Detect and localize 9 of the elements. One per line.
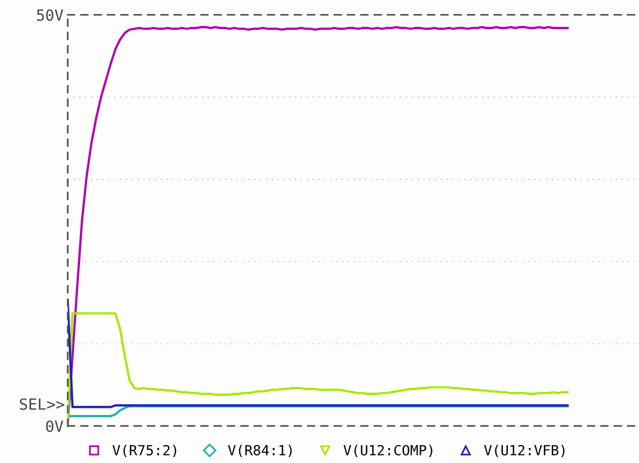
line-series: [68, 312, 569, 426]
legend-label: V(U12:COMP): [344, 444, 432, 458]
legend-label: V(U12:VFB): [484, 444, 565, 458]
y-tick-label: 0V: [46, 420, 64, 432]
line-series: [68, 405, 569, 418]
legend-label: V(R84:1): [228, 444, 292, 458]
text: SEL>>: [20, 398, 64, 410]
y-tick-label: 50V: [37, 9, 64, 21]
legend-label: V(R75:2): [112, 444, 176, 458]
